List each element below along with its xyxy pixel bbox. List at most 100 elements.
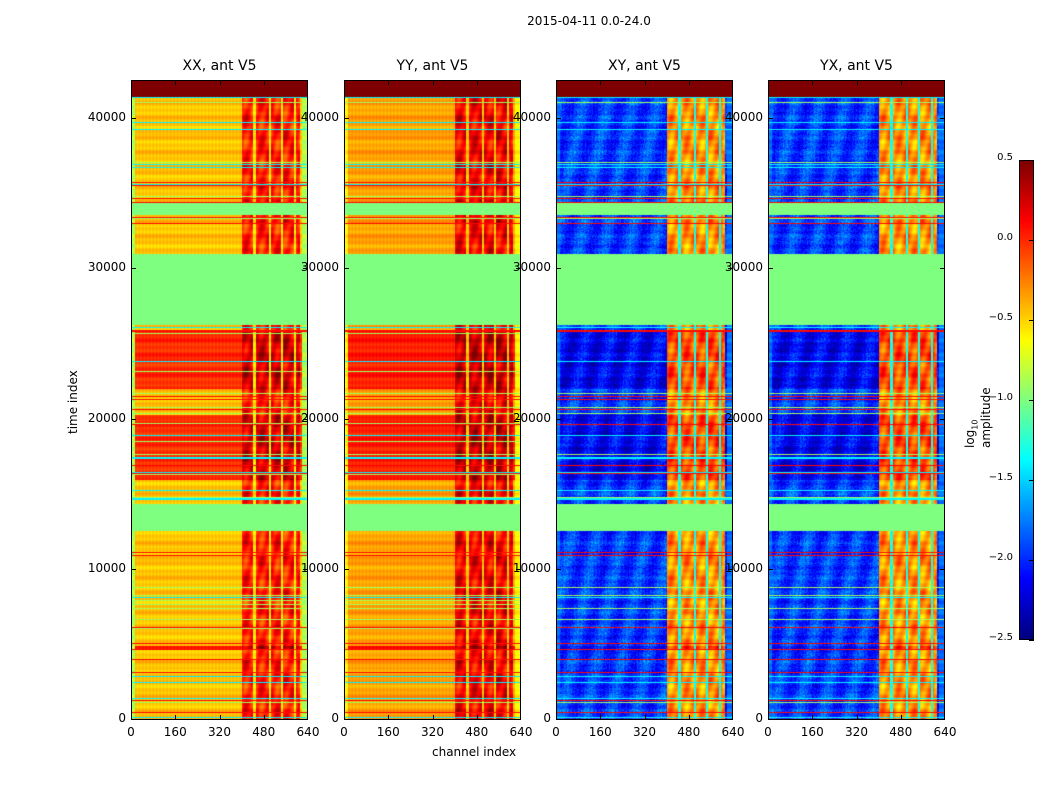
x-tick-mark [388, 80, 390, 85]
y-tick-mark [344, 719, 349, 720]
x-tick-mark [600, 80, 602, 85]
y-tick-mark [728, 268, 733, 270]
y-tick-mark [516, 418, 521, 420]
x-tick-mark [556, 80, 557, 85]
x-tick-mark [812, 715, 814, 720]
colorbar-tick-label: 0.5 [997, 152, 1013, 163]
x-tick-label: 0 [764, 725, 772, 739]
y-tick-mark [556, 268, 561, 270]
x-tick-label: 160 [588, 725, 612, 739]
x-tick-mark [900, 715, 902, 720]
y-tick-mark [556, 418, 561, 420]
y-tick-mark [940, 118, 945, 120]
x-tick-label: 480 [465, 725, 489, 739]
y-tick-label: 30000 [512, 260, 551, 275]
x-tick-mark [388, 715, 390, 720]
x-tick-mark [263, 80, 265, 85]
x-tick-label: 160 [376, 725, 400, 739]
y-tick-mark [768, 418, 773, 420]
x-tick-mark [944, 80, 945, 85]
x-axis-label: channel index [432, 745, 517, 759]
x-tick-label: 0 [552, 725, 560, 739]
panel-title: XY, ant V5 [608, 58, 681, 74]
x-tick-mark [219, 80, 221, 85]
y-tick-label: 20000 [512, 410, 551, 425]
y-tick-mark [728, 568, 733, 570]
y-tick-label: 40000 [87, 110, 126, 125]
y-tick-mark [303, 118, 308, 120]
colorbar-tick-mark [1029, 240, 1034, 241]
heatmap-panel-2: XY, ant V5 0 160 320 480 640 0 10000 20000 30000 4… [513, 58, 745, 739]
x-tick-label: 640 [296, 725, 320, 739]
y-tick-label: 0 [331, 711, 339, 725]
y-tick-mark [131, 568, 136, 570]
x-tick-mark [344, 715, 345, 720]
y-tick-mark [768, 268, 773, 270]
y-tick-mark [344, 268, 349, 270]
y-tick-mark [131, 118, 136, 120]
y-axis-label: time index [66, 370, 80, 434]
y-tick-mark [940, 568, 945, 570]
x-tick-mark [944, 715, 945, 720]
y-tick-mark [516, 568, 521, 570]
x-tick-mark [432, 715, 434, 720]
x-tick-mark [768, 715, 769, 720]
x-tick-label: 480 [677, 725, 701, 739]
colorbar-label: log10 amplitude [963, 387, 994, 448]
y-tick-label: 30000 [300, 260, 339, 275]
y-tick-label: 20000 [87, 410, 126, 425]
y-tick-label: 40000 [512, 110, 551, 125]
y-tick-mark [728, 118, 733, 120]
x-tick-mark [131, 80, 132, 85]
x-tick-mark [263, 715, 265, 720]
x-tick-mark [175, 715, 177, 720]
axes-frame [768, 80, 945, 720]
y-tick-label: 10000 [300, 560, 339, 575]
colorbar-tick-label: −1.0 [988, 392, 1013, 403]
x-tick-mark [307, 715, 308, 720]
heatmap-image [131, 80, 308, 720]
x-tick-label: 0 [127, 725, 135, 739]
y-tick-mark [768, 118, 773, 120]
x-tick-label: 160 [163, 725, 187, 739]
y-tick-mark [516, 268, 521, 270]
x-tick-mark [556, 715, 557, 720]
colorbar-tick-mark [1029, 560, 1034, 561]
x-tick-label: 320 [845, 725, 868, 739]
y-tick-mark [768, 568, 773, 570]
y-tick-label: 10000 [724, 560, 763, 575]
figure-title: 2015-04-11 0.0-24.0 [527, 14, 651, 28]
x-tick-mark [600, 715, 602, 720]
x-tick-label: 640 [509, 725, 533, 739]
x-tick-label: 320 [208, 725, 231, 739]
y-tick-label: 40000 [724, 110, 763, 125]
x-tick-label: 320 [421, 725, 444, 739]
heatmap-image [344, 80, 521, 720]
colorbar-tick-label: −1.5 [988, 472, 1013, 483]
x-tick-mark [856, 80, 858, 85]
colorbar-tick-mark [1029, 400, 1034, 401]
y-tick-mark [556, 118, 561, 120]
x-tick-label: 480 [889, 725, 913, 739]
y-tick-mark [940, 418, 945, 420]
panel-title: YY, ant V5 [396, 58, 469, 74]
x-tick-mark [688, 715, 690, 720]
colorbar-tick-label: −2.5 [988, 632, 1013, 643]
y-tick-mark [131, 268, 136, 270]
y-tick-mark [556, 719, 561, 720]
y-tick-label: 30000 [724, 260, 763, 275]
x-tick-mark [520, 715, 521, 720]
heatmap-panel-1: YY, ant V5 0 160 320 480 640 0 10000 20000 30000 4… [301, 58, 533, 739]
y-tick-mark [344, 418, 349, 420]
heatmap-image [556, 80, 733, 720]
y-tick-mark [131, 418, 136, 420]
y-tick-label: 10000 [512, 560, 551, 575]
colorbar-tick-mark [1029, 160, 1034, 161]
x-tick-label: 640 [933, 725, 957, 739]
panel-title: XX, ant V5 [182, 58, 257, 74]
y-tick-mark [344, 118, 349, 120]
x-tick-mark [131, 715, 132, 720]
colorbar-tick-label: −2.0 [988, 552, 1013, 563]
x-tick-mark [476, 80, 478, 85]
colorbar-tick-mark [1029, 480, 1034, 481]
